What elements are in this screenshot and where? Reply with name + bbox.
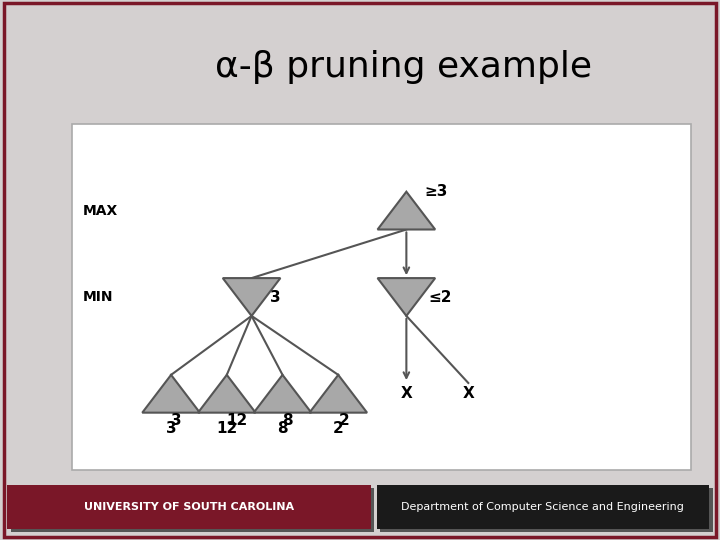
FancyBboxPatch shape [380, 488, 713, 532]
Text: 8: 8 [277, 421, 288, 436]
FancyBboxPatch shape [11, 488, 374, 532]
Text: 12: 12 [216, 421, 238, 436]
Text: ≤2: ≤2 [428, 289, 451, 305]
Text: ≥3: ≥3 [424, 184, 448, 199]
Text: α-β pruning example: α-β pruning example [215, 51, 592, 84]
Text: X: X [462, 386, 474, 401]
Text: UNIVERSITY OF SOUTH CAROLINA: UNIVERSITY OF SOUTH CAROLINA [84, 502, 294, 511]
Polygon shape [310, 375, 367, 413]
Polygon shape [253, 375, 311, 413]
Text: 3: 3 [171, 413, 181, 428]
Polygon shape [377, 278, 435, 316]
Text: 3: 3 [166, 421, 176, 436]
Text: MIN: MIN [83, 290, 113, 304]
Polygon shape [377, 192, 435, 230]
FancyBboxPatch shape [377, 485, 709, 529]
Text: Department of Computer Science and Engineering: Department of Computer Science and Engin… [402, 502, 684, 511]
Text: X: X [400, 386, 413, 401]
Text: 8: 8 [282, 413, 293, 428]
Text: 3: 3 [269, 289, 280, 305]
Text: 2: 2 [333, 421, 343, 436]
Text: MAX: MAX [83, 204, 118, 218]
Polygon shape [222, 278, 280, 316]
FancyBboxPatch shape [72, 124, 691, 470]
Polygon shape [143, 375, 200, 413]
FancyBboxPatch shape [7, 485, 371, 529]
Text: 2: 2 [338, 413, 349, 428]
FancyBboxPatch shape [4, 3, 716, 537]
Polygon shape [198, 375, 256, 413]
Text: 12: 12 [227, 413, 248, 428]
